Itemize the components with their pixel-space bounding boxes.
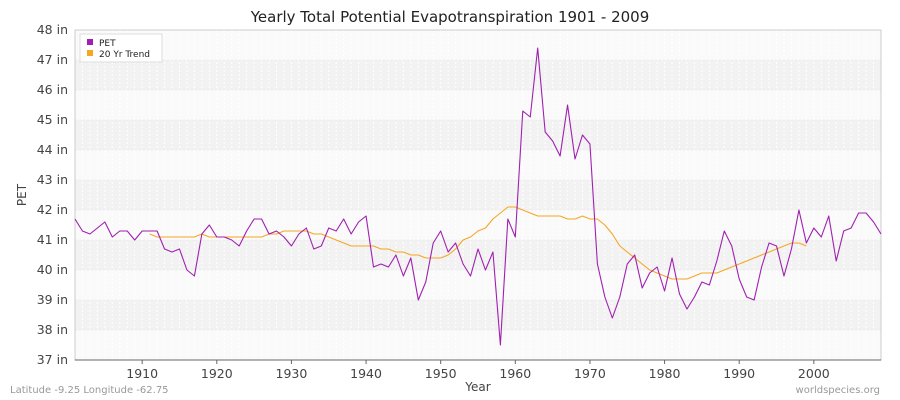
y-axis-ticks: 37 in 38 in 39 in 40 in 41 in 42 in 43 in 44 in…	[37, 22, 68, 367]
legend-box	[79, 33, 163, 63]
x-tick-label: 1960	[499, 366, 531, 381]
y-tick-label: 48 in	[37, 22, 68, 37]
y-tick-label: 43 in	[37, 172, 68, 187]
x-axis-ticks: 1910 1920 1930 1940 1950 1960 1970 1980 1990 2000	[126, 360, 830, 381]
legend-swatch-pet	[87, 39, 93, 45]
series-group	[74, 47, 882, 346]
y-tick-label: 44 in	[37, 142, 68, 157]
x-tick-label: 1970	[574, 366, 606, 381]
chart-title: Yearly Total Potential Evapotranspiratio…	[250, 8, 650, 26]
y-tick-label: 41 in	[37, 232, 68, 247]
y-tick-label: 39 in	[37, 292, 68, 307]
x-tick-label: 1940	[350, 366, 382, 381]
x-tick-label: 1920	[201, 366, 233, 381]
legend: PET 20 Yr Trend	[79, 33, 163, 63]
x-tick-label: 1980	[649, 366, 681, 381]
y-tick-label: 37 in	[37, 352, 68, 367]
x-tick-label: 1910	[126, 366, 158, 381]
legend-label-trend: 20 Yr Trend	[99, 50, 150, 60]
y-tick-label: 45 in	[37, 112, 68, 127]
legend-label-pet: PET	[99, 39, 116, 49]
x-tick-label: 1950	[425, 366, 457, 381]
footer-coordinates: Latitude -9.25 Longitude -62.75	[10, 385, 169, 396]
x-axis-label: Year	[464, 380, 490, 394]
y-tick-label: 38 in	[37, 322, 68, 337]
y-tick-label: 40 in	[37, 262, 68, 277]
legend-swatch-trend	[87, 50, 93, 56]
x-tick-label: 1990	[723, 366, 755, 381]
gridlines	[75, 29, 881, 361]
y-tick-label: 47 in	[37, 52, 68, 67]
x-tick-label: 1930	[276, 366, 308, 381]
y-tick-label: 46 in	[37, 82, 68, 97]
pet-series-line	[74, 47, 882, 346]
trend-series-line	[149, 206, 807, 280]
x-tick-label: 2000	[798, 366, 830, 381]
y-tick-label: 42 in	[37, 202, 68, 217]
footer-source: worldspecies.org	[796, 385, 880, 396]
y-axis-label: PET	[15, 183, 29, 206]
